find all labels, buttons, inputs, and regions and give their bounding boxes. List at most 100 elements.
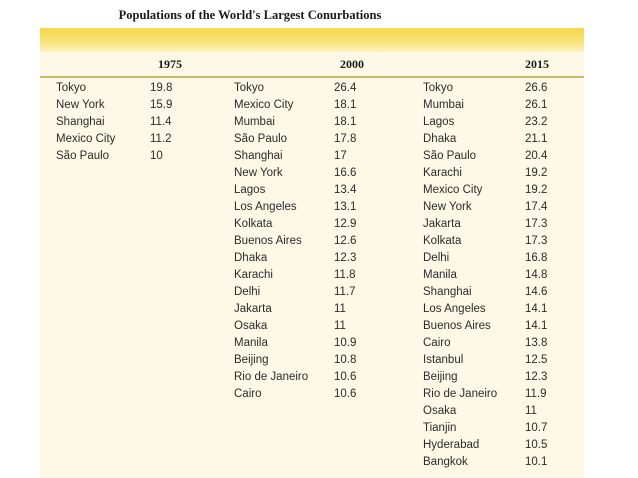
city-name: New York (234, 167, 283, 179)
table-row: Cairo 13.8 (423, 335, 573, 352)
table-row: Kolkata 17.3 (423, 233, 573, 250)
table-row: Shanghai 14.6 (423, 284, 573, 301)
table-row: Karachi 19.2 (423, 165, 573, 182)
population-value: 11.8 (334, 269, 356, 281)
table-row: Beijing 10.8 (234, 352, 414, 369)
population-value: 10 (150, 150, 163, 162)
city-name: Los Angeles (423, 303, 486, 315)
city-name: Bangkok (423, 456, 468, 468)
population-value: 10.7 (525, 422, 548, 434)
table-row: Dhaka 12.3 (234, 250, 414, 267)
table-row: Jakarta 17.3 (423, 216, 573, 233)
population-value: 11.9 (525, 388, 547, 400)
table-row: São Paulo 20.4 (423, 148, 573, 165)
table-row: New York 15.9 (56, 97, 216, 114)
population-value: 26.1 (525, 99, 548, 111)
population-value: 10.9 (334, 337, 357, 349)
year-header-2000: 2000 (340, 57, 364, 71)
population-value: 14.1 (525, 303, 548, 315)
city-name: Cairo (234, 388, 262, 400)
table-row: Hyderabad 10.5 (423, 437, 573, 454)
city-name: Karachi (423, 167, 462, 179)
population-value: 19.2 (525, 184, 548, 196)
city-name: São Paulo (234, 133, 288, 145)
population-value: 10.6 (334, 388, 357, 400)
city-name: Delhi (234, 286, 261, 298)
table-row: Mumbai 18.1 (234, 114, 414, 131)
table-row: Istanbul 12.5 (423, 352, 573, 369)
city-name: Mexico City (56, 133, 116, 145)
population-value: 21.1 (525, 133, 548, 145)
population-value: 12.6 (334, 235, 357, 247)
population-value: 17.4 (525, 201, 548, 213)
table-row: Osaka 11 (234, 318, 414, 335)
city-name: Kolkata (234, 218, 273, 230)
population-value: 12.3 (525, 371, 548, 383)
table-row: Tokyo 26.6 (423, 80, 573, 97)
city-name: Mumbai (234, 116, 275, 128)
table-row: Kolkata 12.9 (234, 216, 414, 233)
population-value: 13.4 (334, 184, 357, 196)
table-row: Shanghai 11.4 (56, 114, 216, 131)
city-name: Dhaka (423, 133, 457, 145)
column-2015: Tokyo 26.6 Mumbai 26.1 Lagos 23.2 Dhaka 21.1 São… (423, 80, 573, 471)
city-name: Buenos Aires (423, 320, 491, 332)
population-value: 12.3 (334, 252, 357, 264)
city-name: Mexico City (234, 99, 294, 111)
page-title: Populations of the World's Largest Conur… (118, 8, 382, 22)
population-value: 17.3 (525, 218, 548, 230)
city-name: São Paulo (423, 150, 477, 162)
year-header-1975: 1975 (158, 57, 182, 71)
city-name: Lagos (423, 116, 455, 128)
population-value: 10.5 (525, 439, 548, 451)
population-value: 16.8 (525, 252, 548, 264)
table-row: Lagos 13.4 (234, 182, 414, 199)
header-band (40, 28, 584, 52)
population-value: 10.6 (334, 371, 357, 383)
population-value: 11.4 (150, 116, 172, 128)
table-row: Beijing 12.3 (423, 369, 573, 386)
population-value: 11 (334, 303, 346, 315)
population-value: 13.8 (525, 337, 548, 349)
population-value: 14.8 (525, 269, 548, 281)
city-name: Dhaka (234, 252, 268, 264)
city-name: Shanghai (234, 150, 283, 162)
table-row: Dhaka 21.1 (423, 131, 573, 148)
population-value: 20.4 (525, 150, 548, 162)
city-name: Karachi (234, 269, 273, 281)
population-value: 19.2 (525, 167, 548, 179)
city-name: Kolkata (423, 235, 462, 247)
table-row: Mexico City 11.2 (56, 131, 216, 148)
table-row: Buenos Aires 14.1 (423, 318, 573, 335)
city-name: Hyderabad (423, 439, 480, 451)
city-name: Osaka (234, 320, 268, 332)
city-name: Tokyo (423, 82, 454, 94)
city-name: Istanbul (423, 354, 464, 366)
city-name: Mumbai (423, 99, 464, 111)
city-name: Shanghai (423, 286, 472, 298)
population-value: 18.1 (334, 99, 357, 111)
city-name: Cairo (423, 337, 451, 349)
column-2000: Tokyo 26.4 Mexico City 18.1 Mumbai 18.1 São Pa… (234, 80, 414, 403)
city-name: Beijing (423, 371, 458, 383)
population-value: 26.4 (334, 82, 357, 94)
table-row: Rio de Janeiro 10.6 (234, 369, 414, 386)
table-row: Cairo 10.6 (234, 386, 414, 403)
population-value: 19.8 (150, 82, 173, 94)
header-divider (40, 76, 584, 78)
table-row: Mexico City 19.2 (423, 182, 573, 199)
city-name: Lagos (234, 184, 266, 196)
population-value: 14.6 (525, 286, 548, 298)
table-row: New York 16.6 (234, 165, 414, 182)
city-name: New York (423, 201, 472, 213)
year-header-row: 1975 2000 2015 (40, 54, 584, 74)
population-value: 17.3 (525, 235, 548, 247)
table-row: Tokyo 19.8 (56, 80, 216, 97)
city-name: Jakarta (423, 218, 461, 230)
table-row: Bangkok 10.1 (423, 454, 573, 471)
city-name: Delhi (423, 252, 450, 264)
table-row: Jakarta 11 (234, 301, 414, 318)
table-row: Los Angeles 14.1 (423, 301, 573, 318)
city-name: Rio de Janeiro (423, 388, 498, 400)
population-value: 11 (525, 405, 537, 417)
